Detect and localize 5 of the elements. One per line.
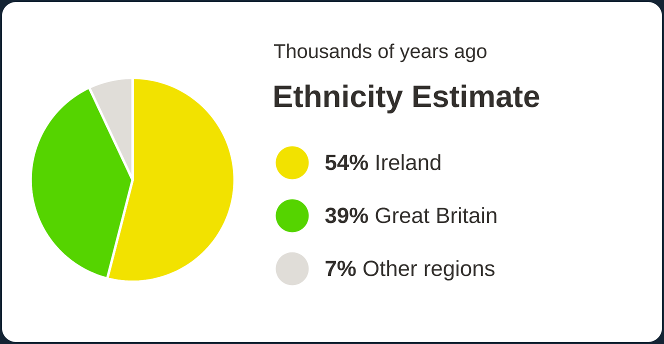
legend-label: 39% Great Britain bbox=[325, 207, 496, 224]
chart-subtitle: Thousands of years ago bbox=[274, 44, 486, 62]
legend-label: 54% Ireland bbox=[325, 154, 440, 170]
chart-title: Ethnicity Estimate bbox=[274, 84, 540, 114]
legend-label: 7% Other regions bbox=[326, 260, 494, 281]
